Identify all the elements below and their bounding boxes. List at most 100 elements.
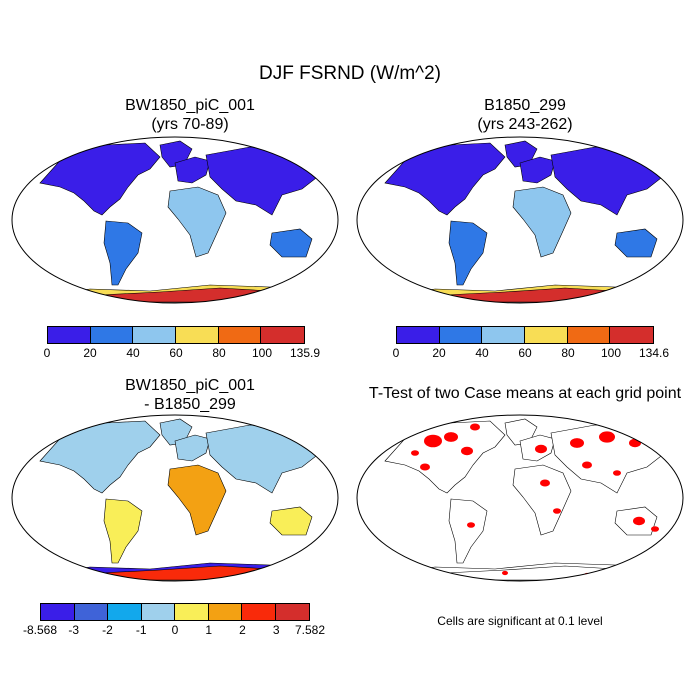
colorbar-tick-label: -1 [135, 623, 147, 637]
significant-cell [424, 434, 442, 448]
colorbar-tick-label: 20 [432, 346, 446, 360]
colorbar-tick-label: -3 [68, 623, 80, 637]
panel2-title: B1850_299 (yrs 243-262) [360, 96, 690, 134]
colorbar-segment [567, 327, 611, 343]
colorbar-segment [48, 327, 91, 343]
significant-cell [535, 444, 547, 454]
map-boundary [356, 414, 684, 582]
continent-south-america [103, 220, 143, 286]
colorbar-segment [175, 604, 209, 620]
significant-cell [633, 516, 645, 526]
continent-north-america [39, 142, 161, 216]
significant-cell [444, 432, 458, 442]
main-title: DJF FSRND (W/m^2) [258, 63, 441, 84]
continent-south-america [103, 498, 143, 564]
colorbar-segment [524, 327, 568, 343]
continent-australia [614, 228, 658, 258]
colorbar-segment [610, 327, 653, 343]
panel2-title-line1: B1850_299 [484, 97, 566, 114]
continent-europe [174, 434, 211, 462]
colorbar-tick-label: 3 [272, 623, 280, 637]
significant-cell [651, 526, 659, 532]
continent-europe [519, 156, 556, 184]
panel1-colorbar [47, 326, 305, 344]
significant-cell [582, 461, 592, 469]
colorbar-segment [242, 604, 276, 620]
colorbar-segment [141, 604, 175, 620]
colorbar-tick-label: 0 [392, 346, 400, 360]
panel1-title-line2: (yrs 70-89) [151, 116, 229, 133]
colorbar-segment [133, 327, 176, 343]
map-boundary [11, 414, 339, 582]
panel2-map [356, 136, 684, 304]
panel3-colorbar [40, 603, 310, 621]
significant-cell [502, 570, 508, 576]
colorbar-segment [275, 604, 309, 620]
colorbar-segment [397, 327, 440, 343]
colorbar-segment [482, 327, 525, 343]
panel1-title-line1: BW1850_piC_001 [125, 97, 255, 114]
significant-cell [629, 438, 641, 448]
colorbar-segment [74, 604, 108, 620]
panel1-title: BW1850_piC_001 (yrs 70-89) [25, 96, 355, 134]
continent-south-america [448, 498, 488, 564]
significant-cell [420, 463, 430, 471]
panel4-title: T-Test of two Case means at each grid po… [355, 384, 695, 403]
continents [39, 418, 326, 581]
continent-africa [167, 464, 227, 536]
colorbar-tick-label: 2 [239, 623, 246, 637]
colorbar-tick-label: 1 [205, 623, 213, 637]
colorbar-tick-label: 40 [126, 346, 140, 360]
colorbar-segment [41, 604, 75, 620]
colorbar-tick-label: 0 [43, 346, 51, 360]
continent-europe [174, 156, 211, 184]
significant-cell [553, 508, 561, 514]
significant-cell [540, 479, 550, 487]
colorbar-segment [439, 327, 483, 343]
colorbar-tick-label: -2 [102, 623, 113, 637]
colorbar-tick-label: 40 [475, 346, 489, 360]
colorbar-tick-label: 100 [251, 346, 273, 360]
significant-cell [599, 431, 615, 443]
continent-north-america [39, 420, 161, 494]
continent-south-america [448, 220, 488, 286]
map-boundary [356, 136, 684, 304]
continent-africa [167, 186, 227, 258]
continent-africa [512, 464, 572, 536]
panel4-title-line1: T-Test of two Case means at each grid po… [368, 385, 682, 402]
colorbar-tick-label: -8.568 [22, 623, 58, 637]
significant-cell [570, 438, 584, 448]
panel2-colorbar [396, 326, 654, 344]
colorbar-tick-label: 60 [169, 346, 183, 360]
colorbar-segment [175, 327, 219, 343]
continent-africa [512, 186, 572, 258]
colorbar-tick-label: 100 [600, 346, 622, 360]
panel2-title-line2: (yrs 243-262) [477, 116, 573, 133]
colorbar-segment [108, 604, 142, 620]
continent-north-america [384, 142, 506, 216]
colorbar-tick-label: 60 [518, 346, 532, 360]
panel1-map [11, 136, 339, 304]
colorbar-tick-label: 20 [83, 346, 97, 360]
colorbar-tick-label: 7.582 [294, 623, 326, 637]
colorbar-tick-label: 80 [212, 346, 226, 360]
panel4-map [356, 414, 684, 582]
colorbar-tick-label: 135.9 [289, 346, 321, 360]
significant-cell [461, 446, 473, 456]
significant-cell [613, 470, 621, 476]
colorbar-segment [208, 604, 242, 620]
colorbar-tick-label: 80 [561, 346, 575, 360]
colorbar-tick-label: 0 [171, 623, 179, 637]
colorbar-segment [90, 327, 134, 343]
continent-australia [269, 228, 313, 258]
significant-cell [470, 423, 480, 431]
panel4-note: Cells are significant at 0.1 level [437, 614, 603, 628]
continent-north-america [384, 420, 506, 494]
colorbar-tick-label: 134.6 [638, 346, 670, 360]
panel3-title-line1: BW1850_piC_001 [125, 377, 255, 394]
map-boundary [11, 136, 339, 304]
significant-cell [467, 522, 475, 528]
panel3-map [11, 414, 339, 582]
significant-cell [411, 450, 419, 456]
colorbar-segment [261, 327, 304, 343]
